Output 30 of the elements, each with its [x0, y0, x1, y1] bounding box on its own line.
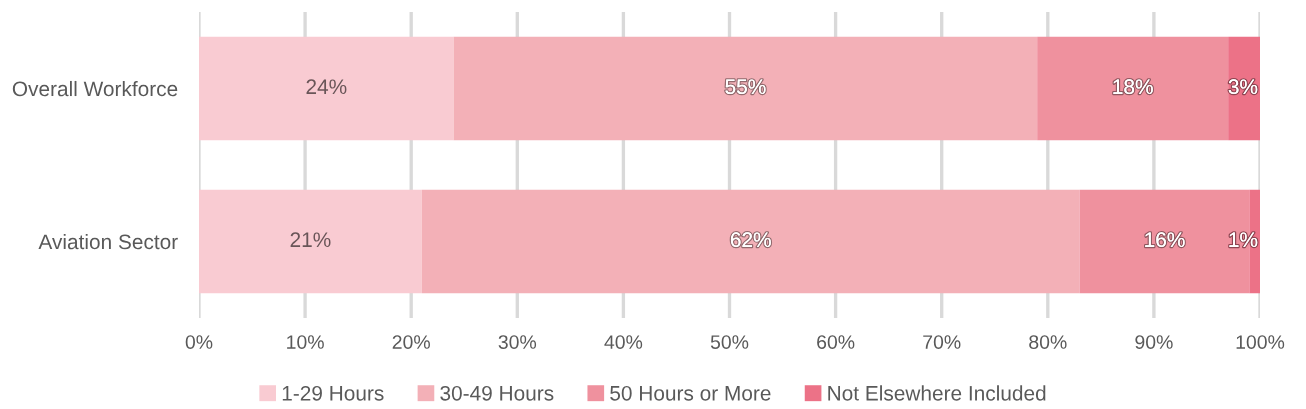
data-label: 62% — [730, 232, 771, 248]
legend-label: 50 Hours or More — [610, 385, 771, 401]
x-tick-label: 20% — [392, 335, 430, 349]
bar — [199, 36, 454, 141]
x-tick-label: 100% — [1236, 335, 1285, 349]
x-tick-label: 60% — [817, 335, 855, 349]
bar — [453, 36, 1038, 141]
x-tick-label: 30% — [498, 335, 537, 349]
y-tick-label: Overall Workforce — [12, 80, 178, 97]
legend-label: Not Elsewhere Included — [828, 385, 1046, 401]
x-tick-label: 50% — [710, 335, 749, 349]
x-tick-label: 10% — [287, 335, 324, 349]
x-tick-label: 0% — [185, 335, 213, 349]
x-tick-label: 40% — [604, 335, 643, 349]
data-label: 1% — [1229, 232, 1258, 248]
data-label: 3% — [1228, 79, 1258, 95]
x-tick-label: 80% — [1029, 335, 1067, 349]
bar — [1037, 36, 1229, 141]
data-label: 24% — [306, 79, 347, 95]
x-tick-label: 70% — [923, 335, 961, 349]
data-label: 21% — [290, 232, 331, 248]
legend-label: 1-29 Hours — [282, 385, 384, 401]
bar — [199, 189, 422, 294]
data-label: 18% — [1113, 79, 1153, 95]
x-tick-label: 90% — [1135, 335, 1173, 349]
legend-label: 30-49 Hours — [440, 385, 554, 401]
bar — [421, 189, 1080, 294]
data-label: 55% — [725, 79, 766, 95]
y-tick-label: Aviation Sector — [38, 233, 178, 250]
data-label: 16% — [1145, 232, 1185, 248]
